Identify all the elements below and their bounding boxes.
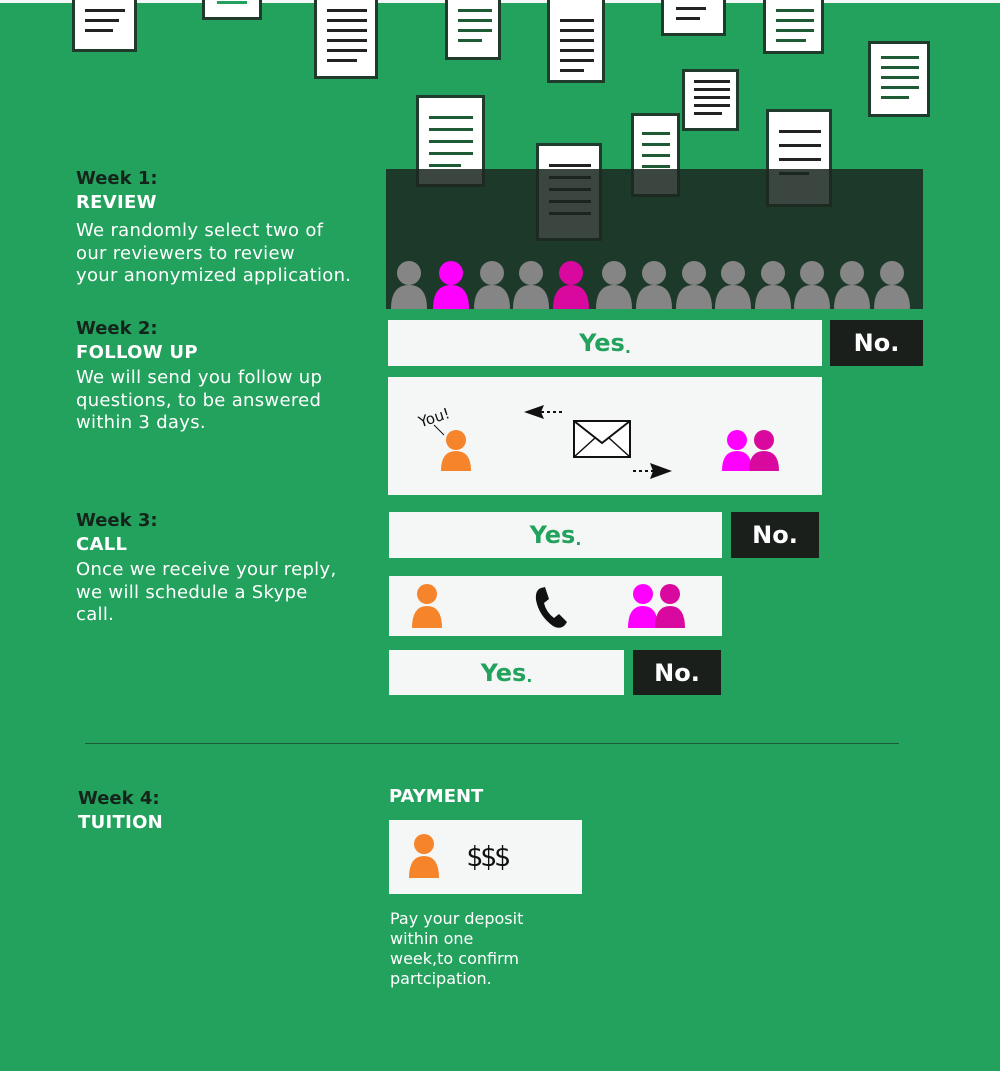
description-line: partcipation. — [390, 969, 492, 988]
yes-dot: . — [575, 530, 582, 549]
yes-dot: . — [526, 667, 533, 686]
arrow-left-icon — [524, 405, 563, 419]
person-icon — [636, 261, 672, 309]
week-4-label: Week 4: — [78, 788, 160, 809]
call-panel — [389, 576, 722, 636]
document-icon — [445, 0, 501, 60]
follow-up-panel: You! — [388, 377, 822, 495]
yes-label: Yes — [529, 521, 576, 549]
person-icon — [513, 261, 549, 309]
applicant-icon — [412, 584, 442, 628]
document-icon — [72, 0, 137, 52]
call-no-outcome: No. — [633, 650, 721, 695]
step-call-description: Once we receive your reply, we will sche… — [76, 559, 336, 627]
payment-panel: $$$ — [389, 820, 582, 894]
person-icon — [874, 261, 910, 309]
reviewers-pair-icon — [722, 430, 779, 471]
step-follow-up-description: We will send you follow up questions, to… — [76, 367, 322, 435]
week-3-label: Week 3: — [76, 510, 158, 531]
person-icon — [794, 261, 830, 309]
review-yes-outcome: Yes. — [388, 320, 822, 366]
you-label: You! — [415, 404, 452, 431]
reviewer-crowd — [391, 261, 910, 309]
step-review-title: REVIEW — [76, 192, 157, 213]
description-line: your anonymized application. — [76, 265, 352, 286]
document-icon — [868, 41, 930, 117]
follow-up-illustration: You! — [415, 404, 779, 479]
yes-label: Yes — [480, 658, 527, 687]
person-icon — [596, 261, 632, 309]
selected-reviewer-icon — [553, 261, 589, 309]
person-icon — [755, 261, 791, 309]
section-divider — [85, 743, 899, 744]
person-icon — [391, 261, 427, 309]
payment-amount: $$$ — [466, 840, 511, 873]
you-pointer-line — [433, 424, 445, 436]
description-line: our reviewers to review — [76, 242, 295, 264]
description-line: Once we receive your reply, — [76, 559, 337, 580]
description-line: We randomly select two of — [76, 220, 324, 241]
description-line: within one — [390, 929, 474, 948]
description-line: week,to confirm — [390, 949, 519, 968]
follow-up-no-outcome: No. — [731, 512, 819, 558]
description-line: call. — [76, 604, 115, 625]
description-line: Pay your deposit — [390, 909, 524, 928]
document-icon — [547, 0, 605, 83]
applicant-icon — [409, 834, 439, 878]
person-icon — [676, 261, 712, 309]
description-line: within 3 days. — [76, 412, 206, 433]
step-follow-up-title: FOLLOW UP — [76, 342, 198, 363]
person-icon — [834, 261, 870, 309]
step-review-description: We randomly select two of our reviewers … — [76, 220, 351, 288]
description-line: questions, to be answered — [76, 389, 322, 411]
document-icon — [763, 0, 824, 54]
selected-reviewer-icon — [433, 261, 469, 309]
yes-label: Yes — [579, 329, 625, 357]
reviewers-pair-icon — [628, 584, 685, 628]
call-yes-outcome: Yes. — [389, 650, 624, 695]
call-illustration — [412, 584, 685, 628]
document-icon — [682, 69, 739, 131]
envelope-icon — [573, 420, 631, 458]
week-1-label: Week 1: — [76, 168, 158, 189]
review-no-outcome: No. — [830, 320, 923, 366]
document-icon — [314, 0, 378, 79]
week-2-label: Week 2: — [76, 318, 158, 339]
phone-icon — [535, 587, 567, 628]
yes-dot: . — [624, 338, 631, 357]
description-line: we will schedule a Skype — [76, 581, 308, 603]
follow-up-yes-outcome: Yes. — [389, 512, 722, 558]
payment-label: PAYMENT — [389, 786, 484, 807]
applicant-icon — [441, 430, 471, 471]
person-icon — [715, 261, 751, 309]
person-icon — [474, 261, 510, 309]
document-icon — [661, 0, 726, 36]
payment-description: Pay your deposit within one week,to conf… — [390, 909, 590, 989]
step-tuition-title: TUITION — [78, 812, 164, 833]
step-call-title: CALL — [76, 534, 128, 555]
arrow-right-icon — [633, 463, 672, 479]
document-icon — [202, 0, 262, 20]
description-line: We will send you follow up — [76, 367, 323, 388]
